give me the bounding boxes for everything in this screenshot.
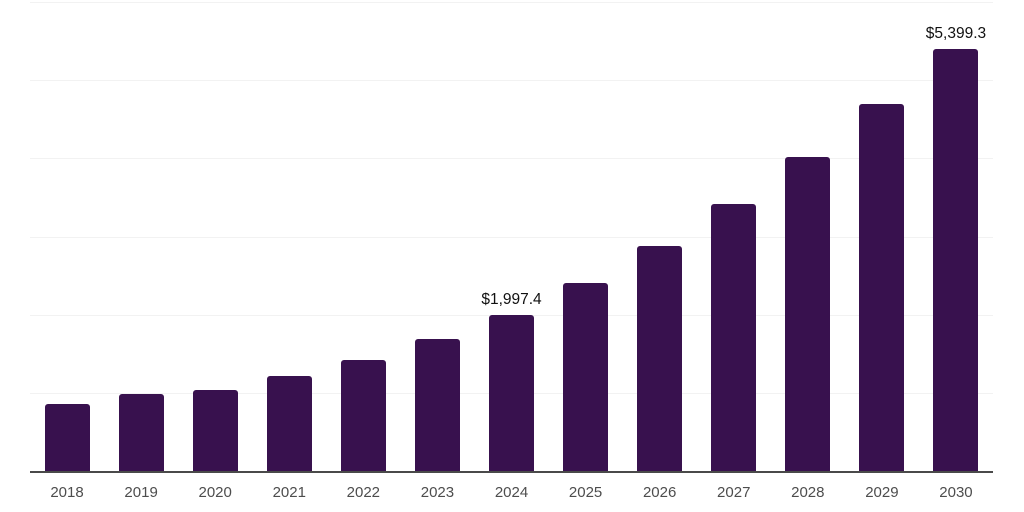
- bar-2026: [637, 246, 683, 471]
- x-tick-label-2020: 2020: [198, 484, 232, 501]
- bar-slot-2030: $5,399.3: [919, 2, 993, 471]
- x-tick-label-2023: 2023: [420, 484, 455, 501]
- x-tick-label-2024: 2024: [494, 484, 529, 501]
- bar-2029: [859, 103, 905, 471]
- x-axis-line: [30, 471, 993, 473]
- x-axis-labels: 2018 2019 2020 2021 2022 2023 2024 2025 2026 2027…: [30, 484, 993, 502]
- gridline: [30, 2, 993, 3]
- bars-container: $1,997.4 $5,399.3: [30, 2, 993, 471]
- bar-slot-2027: [697, 2, 771, 471]
- x-tick-label-2026: 2026: [642, 484, 677, 501]
- gridline: [30, 158, 993, 160]
- x-tick-label-2028: 2028: [791, 484, 825, 501]
- bar-2023: [414, 338, 460, 471]
- x-tick-label-2021: 2021: [272, 484, 306, 501]
- gridline: [30, 236, 993, 238]
- x-tick-label-2029: 2029: [865, 484, 899, 501]
- plot-area: $1,997.4 $5,399.3: [30, 2, 993, 473]
- x-tick-label-2019: 2019: [124, 484, 158, 501]
- bar-slot-2028: [771, 2, 845, 471]
- bar-2018: [44, 404, 90, 471]
- x-tick-label-2027: 2027: [717, 484, 751, 501]
- bar-2030: [933, 48, 979, 471]
- x-tick-label-2018: 2018: [50, 484, 84, 501]
- bar-2019: [118, 393, 164, 471]
- bar-2022: [340, 360, 386, 471]
- gridline: [30, 80, 993, 82]
- bar-slot-2029: [845, 2, 919, 471]
- bar-slot-2024: $1,997.4: [474, 2, 548, 471]
- bar-2021: [266, 375, 312, 471]
- bar-slot-2023: [400, 2, 474, 471]
- x-tick-label-2025: 2025: [568, 484, 603, 501]
- bar-2028: [785, 156, 831, 471]
- bar-slot-2020: [178, 2, 252, 471]
- bar-2020: [192, 390, 238, 471]
- bar-slot-2025: [549, 2, 623, 471]
- bar-2027: [711, 203, 757, 471]
- bar-slot-2018: [30, 2, 104, 471]
- bar-slot-2026: [623, 2, 697, 471]
- bar-2024: [489, 314, 534, 471]
- bar-slot-2019: [104, 2, 178, 471]
- value-label-2024: $1,997.4: [481, 290, 542, 308]
- bar-slot-2022: [326, 2, 400, 471]
- x-tick-label-2022: 2022: [346, 484, 381, 501]
- bar-2025: [563, 283, 609, 471]
- x-tick-label-2030: 2030: [939, 484, 973, 501]
- bar-slot-2021: [252, 2, 326, 471]
- value-label-2030: $5,399.3: [925, 24, 987, 42]
